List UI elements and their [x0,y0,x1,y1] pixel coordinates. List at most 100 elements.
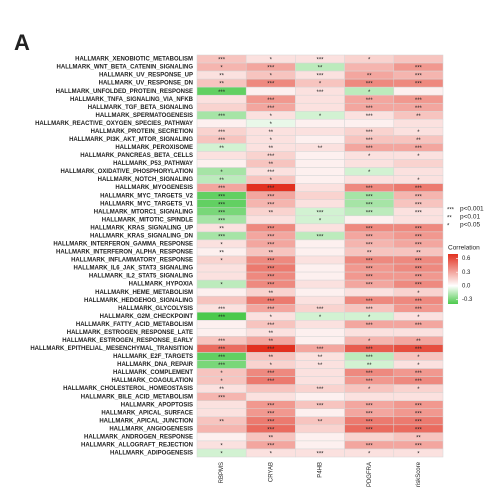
significance-label: ** [268,162,273,168]
heat-cell [295,102,345,112]
significance-label: *** [316,452,324,458]
row-label: HALLMARK_MYC_TARGETS_V1 [100,201,194,207]
significance-label: * [417,130,420,136]
significance-label: *** [415,186,423,192]
row-label: HALLMARK_UNFOLDED_PROTEIN_RESPONSE [56,89,193,95]
significance-label: ** [416,251,421,257]
row-label: HALLMARK_WNT_BETA_CATENIN_SIGNALING [57,65,194,71]
heat-cell [295,328,345,337]
row-label: HALLMARK_COAGULATION [111,378,193,384]
significance-label: *** [218,363,226,369]
row-label: HALLMARK_TGF_BETA_SIGNALING [88,105,194,111]
significance-label: *** [366,444,374,450]
significance-label: *** [415,299,423,305]
significance-label: * [220,259,223,265]
significance-label: *** [218,307,226,313]
heat-cell [295,271,345,281]
heat-cell [196,432,247,442]
significance-label: *** [415,347,423,353]
row-label: HALLMARK_TNFA_SIGNALING_VIA_NFKB [70,97,194,103]
heat-cell [344,432,395,442]
row-label: HALLMARK_UV_RESPONSE_UP [99,73,193,79]
significance-label: *** [267,283,275,289]
significance-label: * [270,315,273,321]
colorbar-tick-label: 0.0 [462,283,471,289]
significance-label: *** [415,427,423,433]
significance-label: *** [366,194,374,200]
heat-cell [196,94,247,104]
significance-label: *** [218,138,226,144]
row-label: HALLMARK_GLYCOLYSIS [118,306,193,312]
significance-label: *** [267,82,275,88]
significance-label: ** [268,251,273,257]
significance-label: *** [218,130,226,136]
significance-label: * [270,122,273,128]
heat-cell [393,159,444,168]
significance-label: * [319,218,322,224]
column-label: PDGFRA [367,462,373,487]
significance-label: ** [219,251,224,257]
heat-cell [295,440,345,450]
heat-cell [295,295,345,305]
significance-label: *** [366,267,374,273]
heat-cell [344,392,395,401]
significance-label: *** [218,186,226,192]
significance-label: *** [267,371,275,377]
heat-cell [295,336,345,345]
significance-label: *** [366,210,374,216]
significance-label: *** [218,339,226,345]
heat-cell [393,54,444,64]
legend-label: p<0.05 [460,222,480,229]
column-label: P4HB [318,462,324,478]
significance-label: *** [366,419,374,425]
significance-label: * [417,291,420,297]
heat-cell [295,255,345,265]
significance-label: ** [219,419,224,425]
significance-label: *** [366,355,374,361]
significance-label: *** [415,106,423,112]
heat-cell [295,408,345,418]
heat-cell [295,392,345,401]
significance-label: *** [267,98,275,104]
significance-label: *** [415,210,423,216]
heat-cell [344,159,395,168]
significance-label: *** [218,355,226,361]
significance-label: *** [267,347,275,353]
significance-label: *** [415,146,423,152]
significance-label: * [220,243,223,249]
significance-label: ** [318,419,323,425]
column-label: RBPMS [219,462,225,483]
heat-cell [393,328,444,337]
heat-cell [196,295,247,305]
significance-label: * [270,74,273,80]
significance-label: *** [415,82,423,88]
legend-symbol: *** [447,208,455,214]
column-label: CRYAB [268,462,274,482]
significance-label: *** [415,226,423,232]
significance-label: *** [267,234,275,240]
significance-label: * [417,355,420,361]
significance-label: *** [415,259,423,265]
significance-label: ** [268,339,273,345]
significance-label: ** [318,146,323,152]
significance-label: *** [415,267,423,273]
significance-label: *** [316,307,324,313]
significance-label: *** [415,307,423,313]
significance-label: *** [366,379,374,385]
heat-cell [295,151,345,160]
significance-label: *** [316,403,324,409]
significance-label: *** [218,210,226,216]
significance-label: *** [415,323,423,329]
significance-label: *** [267,186,275,192]
significance-label: *** [366,98,374,104]
heat-cell [295,127,345,136]
significance-label: ** [268,355,273,361]
significance-label: * [270,363,273,369]
significance-label: ** [416,435,421,441]
colorbar-tick-label: 0.6 [462,256,471,262]
significance-label: *** [415,371,423,377]
significance-label: * [417,154,420,160]
row-label: HALLMARK_PI3K_AKT_MTOR_SIGNALING [69,137,193,143]
significance-label: *** [218,315,226,321]
significance-label: *** [415,411,423,417]
